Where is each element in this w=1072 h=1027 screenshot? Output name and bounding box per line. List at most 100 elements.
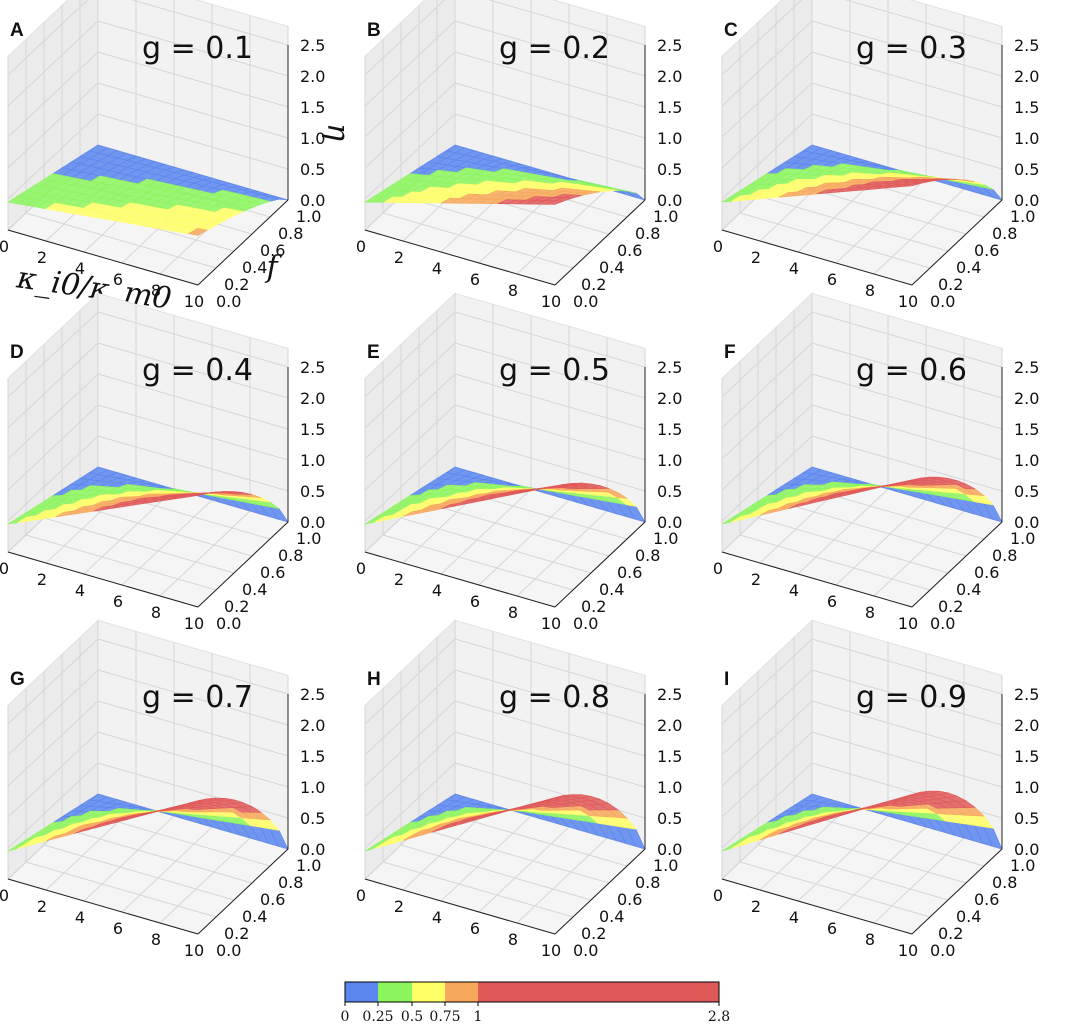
grid-line xyxy=(757,517,949,574)
y-tick-label: 1.0 xyxy=(1010,207,1035,226)
grid-line xyxy=(364,0,446,76)
z-tick-label: 1.0 xyxy=(300,778,325,797)
y-tick-label: 0.0 xyxy=(573,292,598,311)
grid-line xyxy=(721,113,813,200)
x-axis-line xyxy=(721,229,913,286)
grid-line xyxy=(454,373,646,430)
x-tick-label: 4 xyxy=(75,908,85,927)
grid-line xyxy=(835,826,927,913)
x-tick-label: 2 xyxy=(751,897,761,916)
y-tick-label: 0.8 xyxy=(278,873,303,892)
panel-letter: F xyxy=(724,342,736,363)
grid-line xyxy=(844,0,1003,46)
z-tick-label: 1.5 xyxy=(1014,98,1039,117)
grid-line xyxy=(721,373,813,460)
colorbar-bin xyxy=(378,982,412,1002)
x-axis-line xyxy=(364,551,556,608)
grid-line xyxy=(364,342,456,429)
x-tick-label: 4 xyxy=(75,581,85,600)
grid-line xyxy=(454,731,646,788)
colorbar-tick-label: 0.5 xyxy=(401,1009,423,1025)
grid-line xyxy=(400,517,592,574)
z-tick-label: 1.5 xyxy=(300,420,325,439)
y-tick-label: 1.0 xyxy=(1010,856,1035,875)
grid-line xyxy=(739,212,931,269)
grid-line xyxy=(83,488,175,575)
z-tick-label: 1.5 xyxy=(657,420,682,439)
grid-line xyxy=(516,510,608,597)
panel-title: g = 0.7 xyxy=(142,680,253,715)
z-tick-label: 2.5 xyxy=(657,358,682,377)
x-tick-label: 8 xyxy=(865,930,875,949)
grid-line xyxy=(516,837,608,924)
grid-line xyxy=(811,311,1003,368)
grid-line xyxy=(364,435,456,522)
z-tick-label: 1.0 xyxy=(300,129,325,148)
y-axis-line xyxy=(197,199,289,286)
grid-line xyxy=(364,731,456,818)
surface-patch xyxy=(188,493,208,498)
x-tick-label: 8 xyxy=(151,603,161,622)
x-tick-label: 4 xyxy=(432,581,442,600)
grid-line xyxy=(811,669,1003,726)
grid-line xyxy=(7,113,99,200)
grid-line xyxy=(487,0,646,46)
x-tick-label: 8 xyxy=(151,281,161,300)
grid-line xyxy=(811,82,1003,139)
grid-line xyxy=(43,517,235,574)
z-tick-label: 0.5 xyxy=(1014,809,1039,828)
z-tick-label: 0.5 xyxy=(657,160,682,179)
y-tick-label: 0.4 xyxy=(599,580,624,599)
y-tick-label: 0.0 xyxy=(216,941,241,960)
grid-line xyxy=(97,20,289,77)
grid-line xyxy=(43,844,235,901)
grid-line xyxy=(478,499,570,586)
y-tick-label: 1.0 xyxy=(653,856,678,875)
x-tick-label: 4 xyxy=(432,259,442,278)
z-tick-label: 1.0 xyxy=(1014,778,1039,797)
grid-line xyxy=(25,212,217,269)
grid-line xyxy=(7,311,99,398)
y-tick-label: 0.8 xyxy=(635,873,660,892)
x-tick-label: 2 xyxy=(394,570,404,589)
grid-line xyxy=(811,700,1003,757)
grid-line xyxy=(516,188,608,275)
panel-letter: C xyxy=(724,20,738,41)
y-tick-label: 0.6 xyxy=(974,563,999,582)
x-tick-label: 6 xyxy=(113,270,123,289)
x-tick-label: 4 xyxy=(789,259,799,278)
y-tick-label: 1.0 xyxy=(653,207,678,226)
surface-patch xyxy=(545,200,565,205)
y-tick-label: 0.4 xyxy=(956,907,981,926)
grid-line xyxy=(811,638,1003,695)
x-tick-label: 10 xyxy=(184,941,204,960)
colorbar-tick-label: 0.75 xyxy=(429,1009,460,1025)
z-axis-label: η xyxy=(320,123,355,141)
x-tick-label: 8 xyxy=(151,930,161,949)
x-tick-label: 10 xyxy=(898,941,918,960)
x-tick-label: 6 xyxy=(113,592,123,611)
x-tick-label: 4 xyxy=(789,581,799,600)
y-tick-label: 0.0 xyxy=(930,941,955,960)
grid-line xyxy=(835,499,927,586)
y-tick-label: 0.2 xyxy=(224,597,249,616)
y-tick-label: 0.8 xyxy=(992,873,1017,892)
y-tick-label: 1.0 xyxy=(1010,529,1035,548)
x-tick-label: 2 xyxy=(37,897,47,916)
z-tick-label: 2.5 xyxy=(1014,685,1039,704)
colorbar-bin xyxy=(345,982,378,1002)
y-tick-label: 0.6 xyxy=(260,241,285,260)
colorbar-tick-label: 2.8 xyxy=(708,1009,730,1025)
grid-line xyxy=(811,342,1003,399)
y-tick-label: 0.2 xyxy=(938,275,963,294)
y-tick-label: 0.4 xyxy=(956,580,981,599)
y-tick-label: 0.4 xyxy=(956,258,981,277)
x-tick-label: 2 xyxy=(37,248,47,267)
grid-line xyxy=(454,51,646,108)
grid-line xyxy=(364,82,456,169)
surface-patch xyxy=(902,477,922,483)
grid-line xyxy=(121,826,213,913)
x-tick-label: 6 xyxy=(470,592,480,611)
